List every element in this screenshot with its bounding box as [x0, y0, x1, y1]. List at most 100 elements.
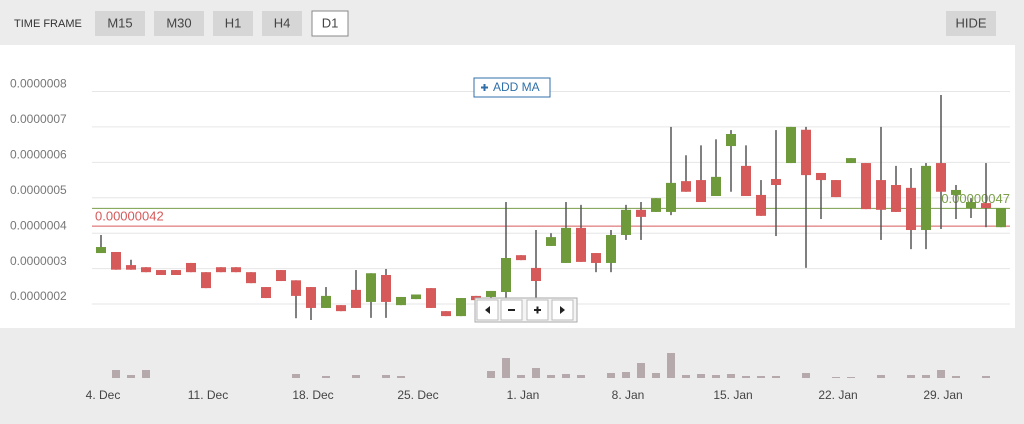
timeframe-label[interactable]: D1	[322, 15, 339, 30]
volume-bar	[322, 376, 330, 378]
plot: 0.0000002 0.0000003 0.0000004 0.0000005 0.00…	[10, 77, 1010, 320]
candle-body	[621, 209, 631, 235]
volume-bar	[547, 375, 555, 378]
timeframe-label[interactable]: H1	[225, 15, 242, 30]
x-tick-label: 4. Dec	[86, 388, 121, 402]
volume-bar	[577, 375, 585, 378]
y-tick-label: 0.0000003	[10, 254, 67, 268]
volume-bar	[532, 368, 540, 378]
candle-body	[441, 311, 451, 317]
volume-bar	[127, 375, 135, 378]
candle-body	[861, 163, 871, 210]
candle-body	[141, 267, 151, 273]
candle-body	[231, 267, 241, 273]
candle-body	[606, 234, 616, 263]
candle-body	[426, 288, 436, 308]
x-tick-label: 15. Jan	[713, 388, 752, 402]
volume-bar	[502, 358, 510, 378]
volume-bar	[517, 375, 525, 378]
volume-bar	[742, 376, 750, 378]
candle-body	[321, 295, 331, 308]
volume-bar	[622, 372, 630, 378]
y-tick-label: 0.0000004	[10, 218, 67, 232]
volume-bar	[112, 370, 120, 378]
candle-body	[681, 181, 691, 192]
timeframe-button[interactable]	[311, 10, 349, 37]
candle-body	[591, 253, 601, 263]
hide-button[interactable]	[946, 11, 996, 36]
add-ma-label[interactable]: ADD MA	[493, 80, 540, 94]
volume-bar	[607, 373, 615, 378]
candle-body	[876, 180, 886, 210]
candle-body	[276, 270, 286, 282]
volume-bar	[697, 374, 705, 378]
plus-icon	[481, 84, 488, 91]
candle-body	[831, 180, 841, 198]
candle-body	[486, 290, 496, 297]
timeframe-button[interactable]	[95, 11, 145, 36]
volume-bar	[877, 375, 885, 378]
candle-body	[771, 178, 781, 186]
candle-body	[126, 265, 136, 270]
add-ma-button[interactable]: ADD MA	[473, 77, 551, 98]
candle-body	[801, 129, 811, 176]
candle-body	[696, 180, 706, 203]
right-icon	[560, 306, 565, 314]
timeframe-button[interactable]	[213, 11, 253, 36]
timeframe-label[interactable]: M30	[166, 15, 191, 30]
candle-body	[171, 270, 181, 276]
candle-body	[921, 165, 931, 231]
candle-body	[516, 255, 526, 261]
candle-body	[246, 272, 256, 284]
x-tick-label: 18. Dec	[292, 388, 333, 402]
candle-body	[846, 158, 856, 164]
candle-body	[951, 189, 961, 195]
add-ma-box[interactable]	[473, 77, 551, 98]
timeframe-label[interactable]: M15	[107, 15, 132, 30]
candle-body	[351, 289, 361, 308]
candle-body	[576, 227, 586, 262]
candle-body	[216, 267, 226, 273]
candle-body	[111, 251, 121, 270]
y-tick-label: 0.0000008	[10, 77, 67, 91]
candle-body	[711, 176, 721, 197]
volume-bar	[982, 376, 990, 378]
toolbar	[0, 0, 1024, 45]
timeframe-button[interactable]	[262, 11, 302, 36]
x-tick-label: 8. Jan	[612, 388, 645, 402]
plus-icon	[534, 306, 541, 314]
timeframe-button[interactable]	[154, 11, 204, 36]
volume-bar	[637, 363, 645, 378]
y-tick-label: 0.0000006	[10, 148, 67, 162]
timeframe-label[interactable]: H4	[274, 15, 291, 30]
candle-body	[531, 267, 541, 282]
candle-body	[561, 227, 571, 263]
volume-bar	[832, 377, 840, 378]
candle-body	[756, 194, 766, 216]
volume-bar	[352, 375, 360, 378]
left-icon	[485, 306, 490, 314]
candle-body	[726, 134, 736, 147]
y-tick-label: 0.0000005	[10, 183, 67, 197]
candle-body	[651, 198, 661, 212]
volume-bar	[727, 374, 735, 378]
x-tick-label: 29. Jan	[923, 388, 962, 402]
volume-bar	[772, 376, 780, 378]
volume-bar	[562, 374, 570, 378]
candle-body	[411, 294, 421, 300]
hide-label[interactable]: HIDE	[955, 15, 986, 30]
volume-bar	[712, 375, 720, 378]
x-tick-label: 25. Dec	[397, 388, 438, 402]
volume-bar	[292, 374, 300, 378]
timeframe-buttons: M15 M30 H1 H4 D1	[95, 10, 349, 37]
candle-body	[966, 202, 976, 209]
candle-body	[396, 296, 406, 306]
volume-bar	[667, 353, 675, 378]
x-tick-label: 1. Jan	[507, 388, 540, 402]
level-label: 0.00000042	[95, 209, 164, 224]
candle-body	[666, 182, 676, 212]
volume-bar	[802, 373, 810, 378]
candle-body	[786, 126, 796, 164]
candle-body	[306, 287, 316, 308]
